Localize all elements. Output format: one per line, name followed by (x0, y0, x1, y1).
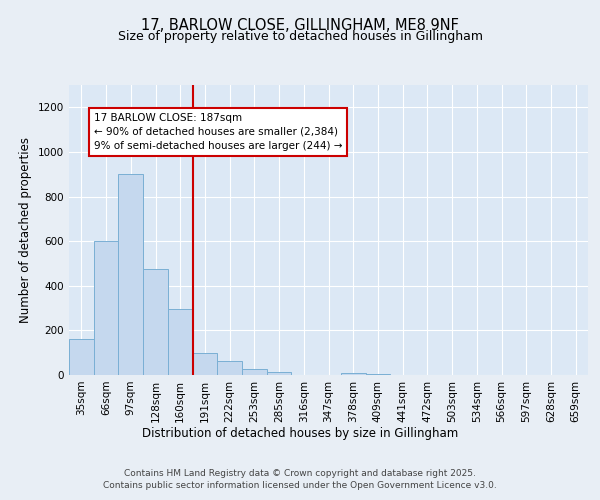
Bar (341, 373, 365, 375)
Bar (267, 372, 292, 375)
Text: Distribution of detached houses by size in Gillingham: Distribution of detached houses by size … (142, 428, 458, 440)
Bar (118, 174, 143, 375)
Text: Contains HM Land Registry data © Crown copyright and database right 2025.
Contai: Contains HM Land Registry data © Crown c… (103, 468, 497, 490)
Bar (94, 241, 118, 375)
Text: 17, BARLOW CLOSE, GILLINGHAM, ME8 9NF: 17, BARLOW CLOSE, GILLINGHAM, ME8 9NF (141, 18, 459, 32)
Bar (365, 374, 390, 375)
Text: 17 BARLOW CLOSE: 187sqm
← 90% of detached houses are smaller (2,384)
9% of semi-: 17 BARLOW CLOSE: 187sqm ← 90% of detache… (94, 113, 342, 151)
Bar (217, 360, 242, 375)
Bar (242, 370, 267, 375)
Text: Size of property relative to detached houses in Gillingham: Size of property relative to detached ho… (118, 30, 482, 43)
Y-axis label: Number of detached properties: Number of detached properties (19, 137, 32, 323)
Bar (193, 352, 217, 375)
Bar (69, 340, 94, 375)
Bar (143, 269, 168, 375)
Bar (168, 309, 193, 375)
